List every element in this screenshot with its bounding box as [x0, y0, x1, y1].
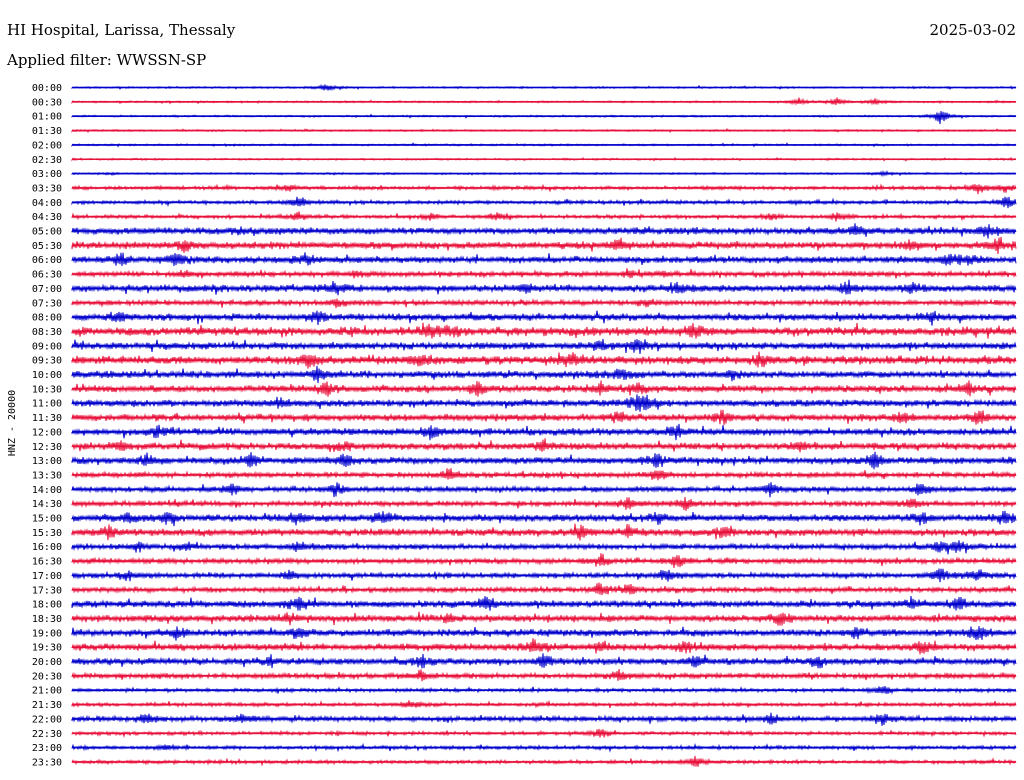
row-time-label: 04:30: [32, 212, 62, 223]
row-time-label: 17:30: [32, 585, 62, 596]
row-time-label: 21:30: [32, 700, 62, 711]
row-time-label: 16:30: [32, 557, 62, 568]
row-time-label: 01:00: [32, 112, 62, 123]
row-time-label: 02:00: [32, 140, 62, 151]
row-time-label: 06:30: [32, 270, 62, 281]
row-time-label: 19:30: [32, 643, 62, 654]
row-time-label: 11:00: [32, 399, 62, 410]
row-time-label: 15:00: [32, 514, 62, 525]
row-time-label: 15:30: [32, 528, 62, 539]
station-title: HI Hospital, Larissa, Thessaly: [7, 21, 236, 39]
row-time-label: 10:00: [32, 370, 62, 381]
row-time-label: 00:00: [32, 83, 62, 94]
row-time-label: 09:30: [32, 356, 62, 367]
row-time-label: 06:00: [32, 255, 62, 266]
row-time-label: 22:30: [32, 729, 62, 740]
trace-row: [71, 582, 1017, 596]
row-time-label: 21:00: [32, 686, 62, 697]
row-time-label: 09:00: [32, 341, 62, 352]
trace-row: [71, 310, 1017, 326]
row-time-label: 14:00: [32, 485, 62, 496]
trace-row: [71, 438, 1017, 453]
row-time-label: 18:30: [32, 614, 62, 625]
row-time-label: 18:00: [32, 600, 62, 611]
row-time-label: 17:00: [32, 571, 62, 582]
row-time-label: 03:30: [32, 183, 62, 194]
filter-label: Applied filter: WWSSN-SP: [7, 51, 207, 69]
row-time-label: 20:00: [32, 657, 62, 668]
row-time-label: 01:30: [32, 126, 62, 137]
y-axis-label: HNZ - 20000: [7, 390, 18, 456]
trace-row: [71, 183, 1017, 195]
row-time-label: 13:00: [32, 456, 62, 467]
row-time-label: 02:30: [32, 155, 62, 166]
trace-row: [71, 110, 1017, 125]
row-time-label: 13:30: [32, 470, 62, 481]
trace-row: [71, 279, 1017, 296]
row-time-label: 10:30: [32, 384, 62, 395]
row-time-label: 08:30: [32, 327, 62, 338]
row-time-label: 07:30: [32, 298, 62, 309]
row-time-label: 12:00: [32, 427, 62, 438]
row-time-label: 20:30: [32, 671, 62, 682]
row-time-label: 23:00: [32, 743, 62, 754]
row-time-label: 22:00: [32, 714, 62, 725]
row-time-label: 16:00: [32, 542, 62, 553]
row-time-label: 03:00: [32, 169, 62, 180]
row-time-label: 05:30: [32, 241, 62, 252]
row-time-label: 05:00: [32, 227, 62, 238]
trace-row: [71, 638, 1017, 655]
row-time-label: 14:30: [32, 499, 62, 510]
date-label: 2025-03-02: [929, 21, 1016, 39]
row-time-label: 08:00: [32, 313, 62, 324]
row-time-label: 07:00: [32, 284, 62, 295]
row-time-label: 19:00: [32, 628, 62, 639]
row-time-label: 23:30: [32, 757, 62, 768]
row-time-label: 12:30: [32, 442, 62, 453]
row-time-label: 11:30: [32, 413, 62, 424]
row-time-label: 00:30: [32, 97, 62, 108]
row-time-label: 04:00: [32, 198, 62, 209]
